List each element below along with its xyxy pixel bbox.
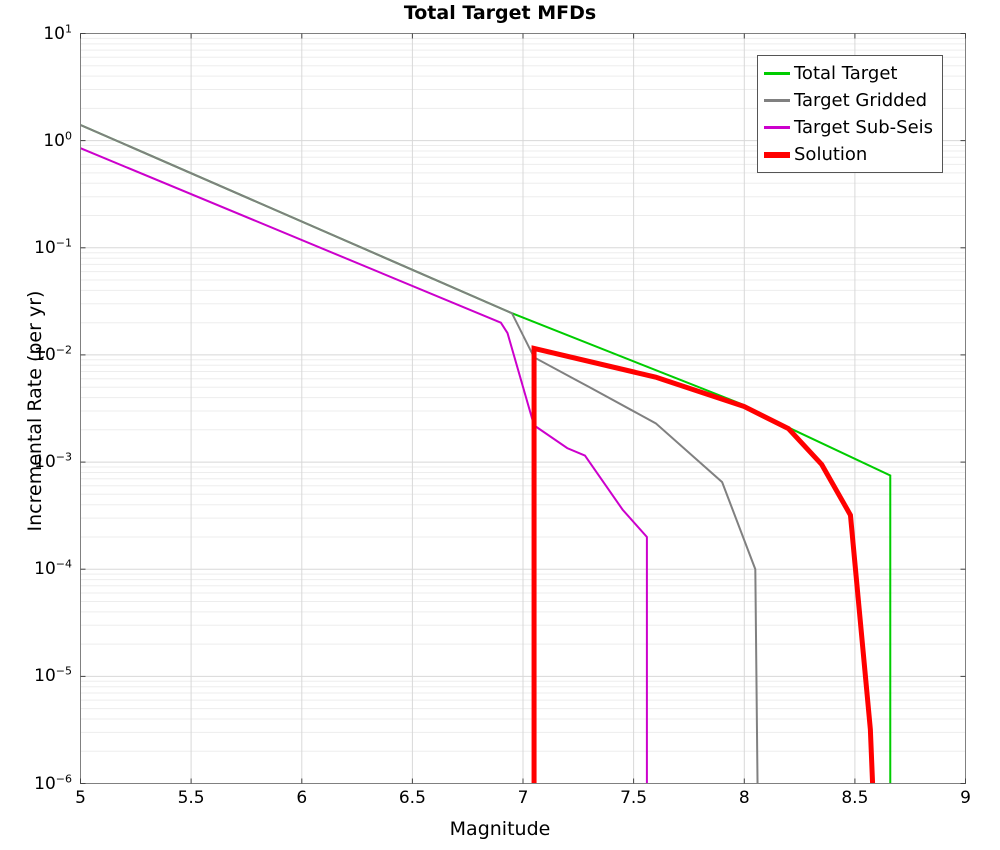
- x-tick-label: 6.5: [398, 788, 426, 808]
- series-line-1: [80, 124, 892, 784]
- legend-swatch-icon: [764, 99, 790, 102]
- y-tick-label: 10−4: [34, 557, 72, 580]
- legend-swatch-icon: [764, 72, 790, 75]
- series-line-3: [80, 147, 648, 784]
- legend-label: Target Gridded: [794, 90, 928, 111]
- x-tick-label: 6: [296, 788, 308, 808]
- legend-label: Target Sub-Seis: [794, 117, 934, 138]
- legend-label: Total Target: [794, 63, 898, 84]
- axis-tickmarks: [80, 33, 966, 784]
- y-tick-label: 101: [43, 21, 72, 44]
- legend-swatch-icon: [764, 151, 790, 158]
- legend-item-1: Total Target: [764, 60, 936, 87]
- x-tick-label: 7: [517, 788, 529, 808]
- data-series-group: [80, 124, 892, 784]
- x-axis-label: Magnitude: [449, 818, 551, 840]
- y-tick-label: 10−3: [34, 450, 72, 473]
- chart-legend: Total Target Target Gridded Target Sub-Sei…: [757, 55, 943, 173]
- x-tick-label: 9: [960, 788, 971, 808]
- legend-item-3: Target Sub-Seis: [764, 114, 936, 141]
- y-tick-label: 10−5: [34, 664, 72, 687]
- legend-swatch-icon: [764, 126, 790, 129]
- y-tick-label: 10−6: [34, 771, 72, 794]
- y-tick-label: 10−1: [34, 236, 72, 258]
- legend-item-4: Solution: [764, 141, 936, 168]
- y-tick-label: 10−2: [34, 343, 72, 365]
- series-line-4: [531, 345, 876, 784]
- legend-item-2: Target Gridded: [764, 87, 936, 114]
- page-title: Total Target MFDs: [403, 2, 597, 24]
- series-line-2: [80, 124, 759, 784]
- x-tick-label: 8: [738, 788, 750, 808]
- y-tick-label: 100: [43, 128, 72, 151]
- x-tick-label: 8.5: [841, 788, 869, 808]
- x-tick-label: 5.5: [177, 788, 205, 808]
- y-axis-label: Incremental Rate (per yr): [24, 290, 46, 532]
- x-tick-label: 5: [75, 788, 86, 808]
- legend-label: Solution: [794, 144, 868, 165]
- x-tick-label: 7.5: [620, 788, 648, 808]
